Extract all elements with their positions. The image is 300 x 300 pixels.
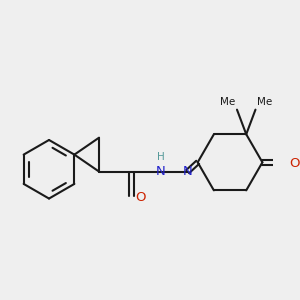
- Text: Me: Me: [220, 97, 236, 106]
- Text: H: H: [157, 152, 165, 162]
- Text: O: O: [136, 191, 146, 204]
- Text: N: N: [183, 165, 193, 178]
- Text: N: N: [156, 165, 166, 178]
- Text: Me: Me: [257, 97, 272, 106]
- Text: O: O: [289, 158, 299, 170]
